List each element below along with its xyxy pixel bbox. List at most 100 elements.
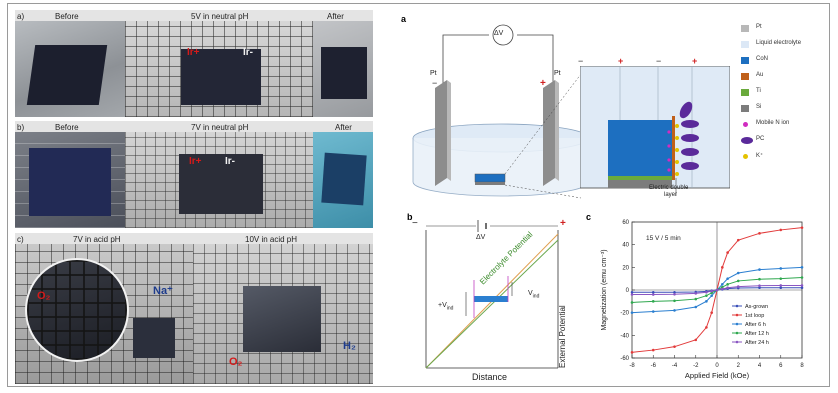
legend-swatch bbox=[741, 137, 753, 144]
vind-right-label: Vind bbox=[528, 290, 540, 300]
panel-c-right-label: 10V in acid pH bbox=[245, 235, 298, 244]
data-point bbox=[694, 338, 698, 342]
data-point bbox=[710, 289, 713, 293]
data-point bbox=[673, 293, 676, 296]
data-point bbox=[651, 290, 655, 294]
plus-sign: + bbox=[540, 78, 546, 89]
schematic-a-letter: a bbox=[401, 14, 407, 24]
panel-a-letter: a) bbox=[17, 12, 25, 21]
panel-a-middle-label: 5V in neutral pH bbox=[191, 12, 249, 21]
electrolyte-potential-line bbox=[425, 239, 559, 369]
pt-electrode-left bbox=[435, 80, 447, 186]
b-plus-sign: + bbox=[560, 218, 566, 229]
sample-square bbox=[29, 148, 111, 216]
legend-swatch bbox=[741, 25, 749, 32]
zoom-plus-left: + bbox=[618, 56, 624, 66]
x-axis-label: Applied Field (kOe) bbox=[685, 371, 750, 380]
data-point bbox=[694, 292, 698, 295]
data-point bbox=[779, 286, 783, 290]
data-point bbox=[758, 268, 761, 271]
data-point bbox=[800, 266, 804, 269]
data-point bbox=[673, 299, 676, 303]
con-layer bbox=[608, 120, 672, 176]
ir-plus-label: Ir+ bbox=[187, 47, 200, 58]
data-point bbox=[710, 294, 713, 297]
data-point bbox=[736, 285, 740, 288]
edl-label-line2: layer bbox=[664, 192, 678, 198]
ti-layer bbox=[608, 176, 672, 180]
legend-label: Au bbox=[756, 72, 764, 78]
data-point bbox=[736, 238, 740, 242]
y-tick-label: -20 bbox=[620, 311, 629, 317]
pt-electrode-left-face bbox=[447, 80, 451, 181]
figure-frame: a) Before 5V in neutral pH After Ir+ Ir-… bbox=[7, 3, 830, 387]
data-point bbox=[800, 226, 804, 229]
data-point bbox=[673, 309, 676, 312]
data-point bbox=[721, 287, 724, 291]
panel-c-photo-left: O₂ Na⁺ bbox=[15, 244, 193, 384]
data-point bbox=[705, 300, 708, 303]
o2-label: O₂ bbox=[229, 356, 243, 368]
b-voltage-label: ΔV bbox=[476, 234, 486, 241]
y-tick-label: 40 bbox=[622, 243, 629, 249]
x-tick-label: -2 bbox=[693, 363, 699, 369]
data-point bbox=[705, 326, 708, 329]
circuit-wire bbox=[442, 34, 489, 85]
data-point bbox=[726, 283, 729, 286]
ir-minus-label: Ir- bbox=[243, 47, 253, 58]
pt-left-label: Pt bbox=[430, 70, 437, 77]
panel-b-header: b) Before 7V in neutral pH After bbox=[15, 121, 373, 132]
legend-marker bbox=[735, 331, 739, 335]
legend-marker bbox=[735, 322, 739, 326]
data-point bbox=[673, 345, 676, 348]
panel-b-photo-after bbox=[313, 132, 373, 228]
legend-label: CoN bbox=[756, 56, 769, 62]
sample-chip bbox=[474, 173, 506, 183]
zoom-line bbox=[504, 73, 582, 175]
legend-label: As-grown bbox=[745, 304, 768, 310]
x-tick-label: 4 bbox=[758, 363, 762, 369]
data-point bbox=[726, 286, 729, 290]
data-point bbox=[758, 232, 761, 235]
sample-square bbox=[181, 49, 261, 105]
voltage-source bbox=[492, 24, 514, 46]
data-point bbox=[721, 266, 724, 269]
sample-square bbox=[321, 47, 367, 99]
sample-square bbox=[243, 286, 321, 352]
panel-b-before-label: Before bbox=[55, 123, 79, 132]
sample-chip-base bbox=[475, 182, 505, 185]
panel-b-middle-label: 7V in neutral pH bbox=[191, 123, 249, 132]
circuit-wire bbox=[517, 34, 554, 85]
legend-label: 1st loop bbox=[745, 313, 764, 319]
distance-label: Distance bbox=[472, 372, 508, 382]
y-tick-label: -40 bbox=[620, 333, 629, 339]
data-point bbox=[721, 283, 724, 286]
data-point bbox=[779, 228, 783, 232]
legend-swatch bbox=[743, 122, 748, 127]
magnifier-circle bbox=[25, 258, 129, 362]
data-point bbox=[758, 286, 761, 290]
data-point bbox=[715, 288, 719, 292]
vind-left-label: +Vind bbox=[438, 302, 454, 312]
pt-electrode-right-face bbox=[555, 80, 559, 181]
data-point bbox=[651, 300, 655, 303]
data-point bbox=[694, 305, 698, 309]
panel-b-photo-middle: Ir+ Ir- bbox=[125, 132, 313, 228]
panel-a-before-label: Before bbox=[55, 12, 79, 21]
legend-marker bbox=[735, 340, 739, 344]
panel-c-letter: c) bbox=[17, 235, 24, 244]
data-point bbox=[800, 276, 804, 279]
y-tick-label: 0 bbox=[626, 288, 630, 294]
legend-label: After 12 h bbox=[745, 331, 769, 337]
zoom-minus-right: − bbox=[656, 56, 662, 66]
legend-marker bbox=[735, 313, 739, 317]
panel-c-left-label: 7V in acid pH bbox=[73, 235, 121, 244]
panel-a-header: a) Before 5V in neutral pH After bbox=[15, 10, 373, 21]
data-point bbox=[694, 297, 698, 301]
legend-label: After 24 h bbox=[745, 340, 769, 346]
data-point bbox=[705, 294, 708, 297]
legend-swatch bbox=[741, 89, 749, 96]
data-point bbox=[710, 311, 713, 314]
data-point bbox=[630, 301, 634, 304]
